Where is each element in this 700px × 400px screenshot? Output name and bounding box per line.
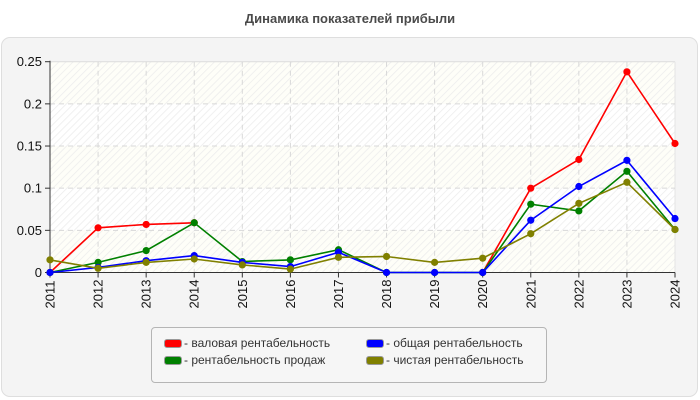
- data-point: [190, 255, 198, 263]
- data-point: [623, 178, 631, 186]
- legend-swatch-olive: [366, 355, 384, 365]
- data-point: [431, 258, 439, 266]
- data-point: [46, 256, 54, 264]
- y-tick-label: 0.15: [17, 139, 42, 154]
- axes: 0 0.05 0.1 0.15 0.2 0.25 2011 2012 2013 2014 2015 2…: [17, 54, 683, 308]
- series-lines: [46, 68, 679, 277]
- x-tick-label: 2018: [379, 280, 394, 309]
- x-tick-label: 2020: [475, 280, 490, 309]
- x-tick-label: 2017: [331, 280, 346, 309]
- data-point: [142, 258, 150, 266]
- x-tick-label: 2015: [235, 280, 250, 309]
- gridlines: [50, 61, 675, 273]
- y-tick-label: 0: [35, 265, 42, 280]
- data-point: [286, 256, 294, 264]
- data-point: [527, 200, 535, 208]
- y-tick-label: 0.25: [17, 54, 42, 69]
- x-tick-label: 2012: [91, 280, 106, 309]
- legend-label: - чистая рентабельность: [386, 353, 524, 367]
- data-point: [623, 167, 631, 175]
- data-point: [623, 156, 631, 164]
- data-point: [575, 155, 583, 164]
- legend-item-net: - чистая рентабельность: [366, 353, 523, 367]
- legend-swatch-blue: [366, 338, 384, 348]
- legend-swatch-green: [164, 355, 182, 365]
- x-tick-label: 2022: [571, 280, 586, 309]
- legend-label: - валовая рентабельность: [184, 336, 331, 350]
- data-point: [527, 184, 535, 192]
- legend-item-gross: - валовая рентабельность: [164, 336, 330, 350]
- data-point: [671, 225, 679, 234]
- x-tick-label: 2024: [668, 280, 683, 309]
- data-point: [334, 253, 343, 261]
- data-point: [334, 248, 343, 256]
- legend: - валовая рентабельность - общая рентабе…: [151, 327, 547, 383]
- data-point: [623, 68, 631, 76]
- data-point: [94, 258, 102, 266]
- data-point: [142, 220, 150, 229]
- data-point: [527, 230, 535, 238]
- legend-label: - рентабельность продаж: [184, 353, 326, 367]
- y-tick-label: 0.05: [17, 223, 42, 238]
- legend-item-sales: - рентабельность продаж: [164, 353, 325, 367]
- data-point: [479, 254, 487, 262]
- data-point: [527, 216, 535, 224]
- data-point: [479, 268, 487, 277]
- series-3: [46, 178, 679, 273]
- data-point: [671, 139, 679, 148]
- data-point: [142, 246, 150, 255]
- legend-item-total: - общая рентабельность: [366, 336, 523, 350]
- data-point: [46, 268, 54, 277]
- data-point: [190, 219, 198, 227]
- legend-label: - общая рентабельность: [386, 336, 523, 350]
- data-point: [94, 224, 102, 232]
- y-tick-label: 0.1: [24, 181, 42, 196]
- data-point: [575, 182, 583, 191]
- legend-swatch-red: [164, 338, 182, 348]
- x-tick-label: 2019: [427, 280, 442, 309]
- data-point: [671, 214, 679, 223]
- x-tick-label: 2013: [139, 280, 154, 309]
- data-point: [94, 264, 102, 272]
- x-tick-label: 2011: [43, 281, 58, 309]
- plot-background: [50, 61, 676, 273]
- x-tick-label: 2014: [187, 280, 202, 309]
- data-point: [382, 252, 391, 261]
- chart-title: Динамика показателей прибыли: [244, 11, 456, 26]
- data-point: [431, 268, 439, 277]
- x-tick-label: 2016: [283, 280, 298, 309]
- y-tick-label: 0.2: [24, 96, 42, 111]
- x-tick-label: 2021: [523, 280, 538, 309]
- data-point: [238, 261, 246, 269]
- data-point: [575, 199, 583, 207]
- x-tick-label: 2023: [619, 280, 634, 309]
- data-point: [286, 265, 294, 273]
- data-point: [575, 207, 583, 215]
- data-point: [382, 268, 391, 277]
